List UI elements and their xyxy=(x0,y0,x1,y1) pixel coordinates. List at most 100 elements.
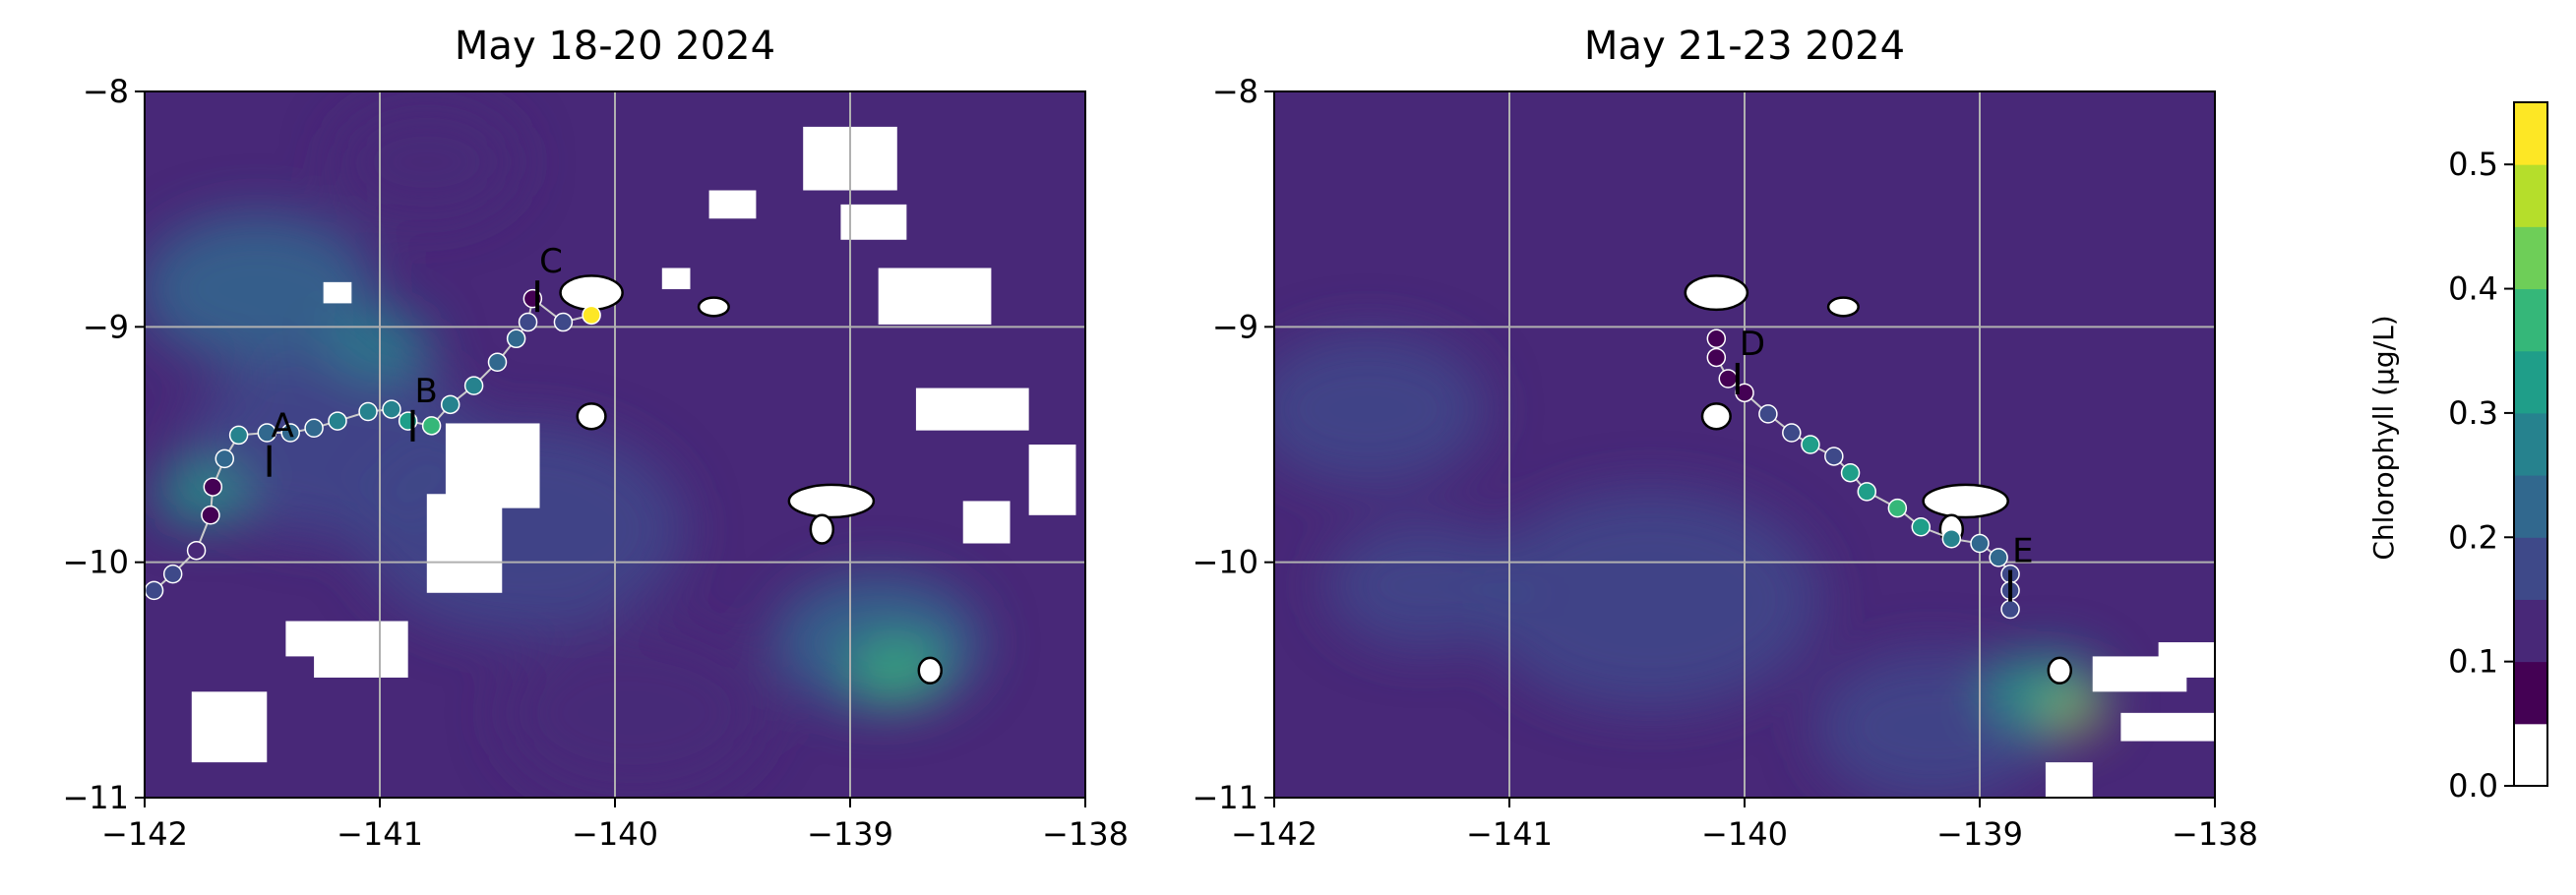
track-point xyxy=(421,416,442,436)
cloud-patch xyxy=(426,494,503,593)
track-point xyxy=(1706,347,1727,368)
cloud-patch xyxy=(191,691,268,763)
y-tick-label: −9 xyxy=(83,308,129,345)
y-tick-label: −11 xyxy=(1192,779,1258,816)
cloud-patch xyxy=(840,204,907,240)
islands xyxy=(559,274,943,685)
track-point xyxy=(304,418,324,438)
y-tick-label: −10 xyxy=(1192,544,1258,581)
colorbar-frame xyxy=(2513,101,2548,787)
gridlines xyxy=(145,91,1085,798)
axis-ticks-left: −142 −141 −140 −139 −138 −8 −9 −10 −11 xyxy=(62,73,1128,853)
track-point xyxy=(1911,517,1931,537)
station-label: B xyxy=(414,372,437,411)
station-label: C xyxy=(539,242,563,281)
island xyxy=(559,274,624,312)
track-point xyxy=(228,425,249,446)
island xyxy=(1826,296,1860,318)
x-tick-label: −141 xyxy=(1466,815,1553,853)
x-tick-label: −138 xyxy=(2172,815,2258,853)
colorbar-tick-label: 0.0 xyxy=(2448,767,2498,805)
x-tick-label: −138 xyxy=(1042,815,1129,853)
cloud-patch xyxy=(2045,762,2093,798)
x-tick-label: −140 xyxy=(1701,815,1788,853)
chlorophyll-patch xyxy=(2047,695,2101,731)
x-tick-label: −141 xyxy=(337,815,423,853)
y-tick-label: −8 xyxy=(83,73,129,110)
island xyxy=(1700,402,1732,431)
track-point xyxy=(1989,548,2008,567)
colorbar: 0.0 0.1 0.2 0.3 0.4 0.5 xyxy=(2448,101,2548,805)
island xyxy=(1922,483,2009,519)
chlorophyll-patch xyxy=(335,102,520,222)
track-point xyxy=(506,328,526,349)
cloud-patch xyxy=(708,190,757,219)
station-label: E xyxy=(2012,532,2033,571)
cloud-patch xyxy=(878,268,992,325)
y-tick-label: −10 xyxy=(62,544,129,581)
y-tick-label: −8 xyxy=(1212,73,1258,110)
cloud-patch xyxy=(2158,642,2215,678)
track-point xyxy=(257,423,277,443)
island xyxy=(2047,656,2072,685)
track-point xyxy=(145,580,164,601)
chlorophyll-patch xyxy=(1274,332,1488,486)
colorbar-tick-label: 0.5 xyxy=(2448,146,2498,183)
cloud-patch xyxy=(962,501,1011,544)
track-point xyxy=(1970,533,1990,554)
track-point xyxy=(1840,462,1861,483)
cloud-patch xyxy=(323,281,352,304)
y-tick-label: −9 xyxy=(1212,308,1258,345)
track-point xyxy=(203,477,223,497)
cloud-mask xyxy=(2045,642,2215,798)
chlorophyll-patch xyxy=(850,640,944,700)
colorbar-segment xyxy=(2514,102,2547,165)
track-point xyxy=(1941,528,1962,549)
map-area-right: DE xyxy=(1274,91,2215,798)
island xyxy=(809,513,835,545)
track-point xyxy=(1857,482,1877,502)
x-tick-label: −139 xyxy=(807,815,893,853)
cloud-patch xyxy=(2120,712,2215,742)
x-tick-label: −142 xyxy=(101,815,188,853)
chlorophyll-patch xyxy=(1479,489,1822,710)
colorbar-tick-label: 0.4 xyxy=(2448,270,2498,308)
axis-ticks-right: −142 −141 −140 −139 −138 −8 −9 −10 −11 xyxy=(1192,73,2257,853)
colorbar-label: Chlorophyll (µg/L) xyxy=(2367,315,2400,560)
track-point xyxy=(1706,328,1727,349)
colorbar-segment xyxy=(2514,350,2547,414)
track-point xyxy=(518,312,538,332)
track-point xyxy=(162,564,183,584)
colorbar-segment xyxy=(2514,537,2547,600)
track-point xyxy=(1758,404,1778,424)
islands xyxy=(1684,274,2072,685)
cloud-patch xyxy=(915,388,1029,431)
colorbar-segment xyxy=(2514,164,2547,227)
colorbar-segment xyxy=(2514,226,2547,290)
chlorophyll-patch xyxy=(1325,521,1524,650)
colorbar-segment xyxy=(2514,412,2547,476)
track-point xyxy=(463,376,484,395)
track-point xyxy=(1887,498,1908,518)
panel-title-left: May 18-20 2024 xyxy=(455,24,775,69)
track-point xyxy=(1718,369,1739,388)
track-point xyxy=(440,394,460,415)
cloud-mask xyxy=(191,126,1076,763)
track-point xyxy=(382,399,401,419)
track-point xyxy=(280,423,300,443)
panel-left: May 18-20 2024 ABC −142 −141 −140 −139 −138−… xyxy=(62,24,1128,853)
track-point xyxy=(582,305,601,326)
island xyxy=(917,656,943,685)
panel-title-right: May 21-23 2024 xyxy=(1584,24,1905,69)
colorbar-tick-label: 0.2 xyxy=(2448,518,2498,556)
track-point xyxy=(487,352,508,372)
track-point xyxy=(2000,599,2020,620)
chlorophyll-field xyxy=(1274,332,2106,798)
island xyxy=(1684,274,1749,312)
panel-right: May 21-23 2024 DE −142 −141 −140 −139 −138−8… xyxy=(1192,24,2257,853)
island xyxy=(787,483,876,519)
track-point xyxy=(358,401,378,422)
island xyxy=(576,402,607,431)
cloud-patch xyxy=(285,621,334,657)
track-point xyxy=(215,448,235,469)
